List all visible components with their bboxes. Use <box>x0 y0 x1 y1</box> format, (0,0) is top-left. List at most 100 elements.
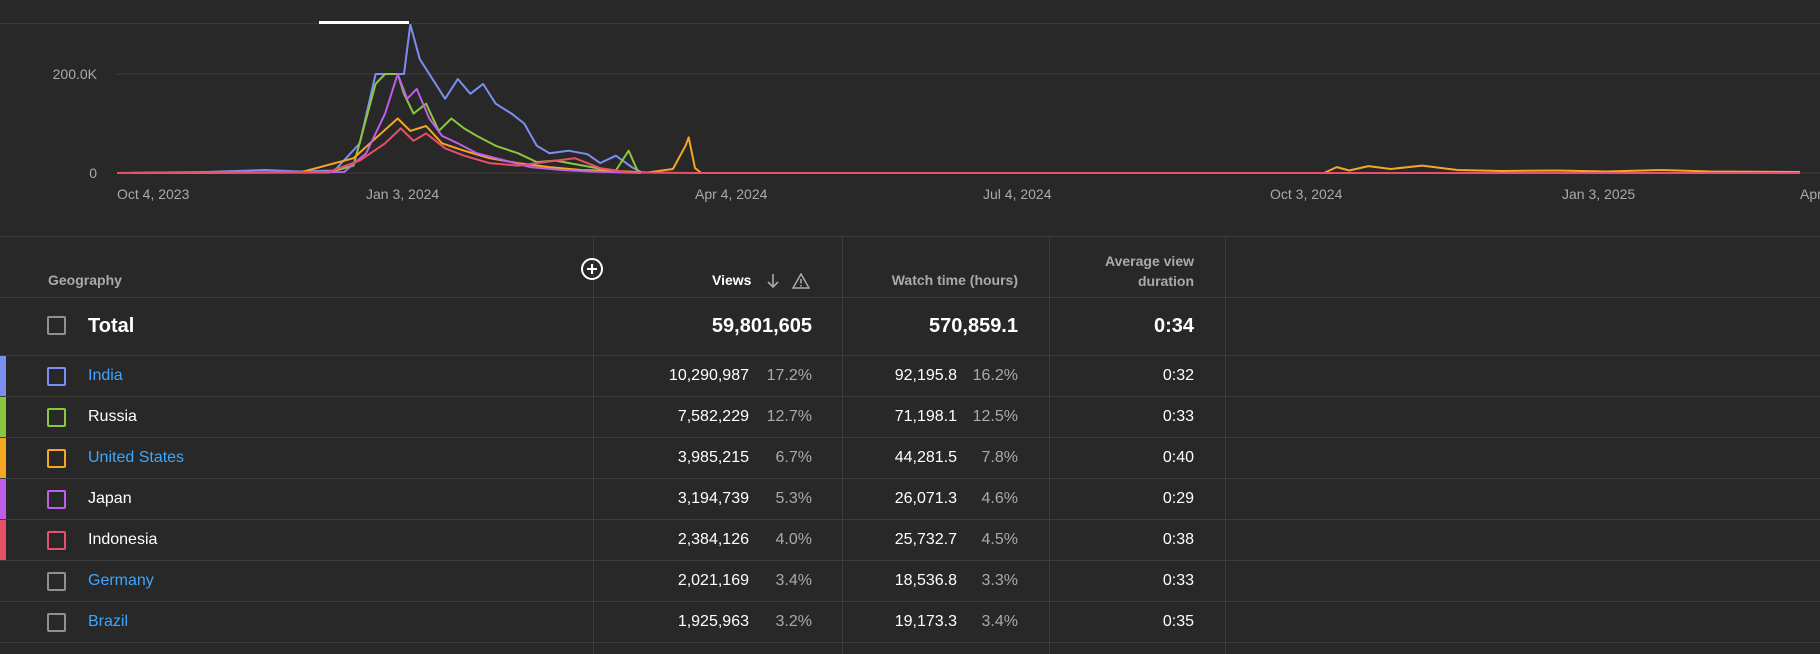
watch-time-percent: 3.3% <box>981 572 1018 589</box>
watch-time-percent: 4.6% <box>981 490 1018 507</box>
views-value: 3,985,215 <box>677 449 749 466</box>
avg-duration-value: 0:35 <box>1162 613 1194 630</box>
country-label: Japan <box>88 490 132 507</box>
header-avg-line2: duration <box>1138 273 1194 289</box>
total-watch-time: 570,859.1 <box>929 315 1018 337</box>
watch-time-value: 26,071.3 <box>894 490 957 507</box>
views-percent: 5.3% <box>775 490 812 507</box>
avg-duration-value: 0:29 <box>1162 490 1194 507</box>
table-row[interactable]: India 10,290,987 17.2% 92,195.8 16.2% 0:32 <box>0 356 1820 397</box>
x-tick-label: Jan 3, 2024 <box>366 186 439 202</box>
add-column-button[interactable] <box>581 258 603 280</box>
series-color-stripe <box>0 356 6 397</box>
row-divider <box>0 355 1820 356</box>
views-percent: 4.0% <box>775 531 812 548</box>
active-tab-underline <box>319 21 409 24</box>
x-tick-label: Jul 4, 2024 <box>983 186 1052 202</box>
watch-time-value: 44,281.5 <box>894 449 957 466</box>
y-tick-label: 200.0K <box>53 66 98 82</box>
series-color-stripe <box>0 520 6 561</box>
total-checkbox[interactable] <box>47 316 66 335</box>
x-tick-label: Apr 4, 2 <box>1800 186 1820 202</box>
row-divider <box>0 519 1820 520</box>
views-percent: 6.7% <box>775 449 812 466</box>
views-value: 10,290,987 <box>668 367 749 384</box>
row-checkbox[interactable] <box>47 572 66 591</box>
warning-triangle-icon[interactable] <box>792 273 810 289</box>
header-avg-line1: Average view <box>1105 253 1194 269</box>
series-line-india <box>117 24 642 174</box>
avg-duration-value: 0:40 <box>1162 449 1194 466</box>
row-checkbox[interactable] <box>47 367 66 386</box>
total-row: Total 59,801,605 570,859.1 0:34 <box>0 298 1820 339</box>
row-divider <box>0 437 1820 438</box>
views-percent: 17.2% <box>766 367 812 384</box>
x-tick-label: Apr 4, 2024 <box>695 186 768 202</box>
x-tick-label: Jan 3, 2025 <box>1562 186 1635 202</box>
tab-geography[interactable] <box>319 0 409 24</box>
total-label: Total <box>88 315 135 337</box>
views-value: 7,582,229 <box>677 408 749 425</box>
avg-duration-value: 0:38 <box>1162 531 1194 548</box>
series-line-russia <box>117 73 640 174</box>
watch-time-value: 19,173.3 <box>894 613 957 630</box>
table-row[interactable]: Indonesia 2,384,126 4.0% 25,732.7 4.5% 0:38 <box>0 520 1820 561</box>
row-checkbox[interactable] <box>47 531 66 550</box>
watch-time-value: 25,732.7 <box>894 531 957 548</box>
series-line-united-states <box>117 117 1801 174</box>
views-value: 3,194,739 <box>677 490 749 507</box>
watch-time-percent: 4.5% <box>981 531 1018 548</box>
views-percent: 3.2% <box>775 613 812 630</box>
country-link[interactable]: Germany <box>88 572 154 589</box>
line-chart: 200.0K 0 Oct 4, 2023 Jan 3, 2024 Apr 4, 2024… <box>0 0 1820 236</box>
views-value: 2,384,126 <box>677 531 749 548</box>
watch-time-percent: 16.2% <box>972 367 1018 384</box>
header-views[interactable]: Views <box>712 272 752 288</box>
avg-duration-value: 0:32 <box>1162 367 1194 384</box>
row-divider <box>0 642 1820 643</box>
tab-strip-divider <box>0 23 1820 24</box>
watch-time-value: 18,536.8 <box>894 572 957 589</box>
x-tick-label: Oct 3, 2024 <box>1270 186 1343 202</box>
table-top-border <box>0 236 1820 237</box>
avg-duration-value: 0:33 <box>1162 572 1194 589</box>
avg-duration-value: 0:33 <box>1162 408 1194 425</box>
geography-table: Geography Views Watch time (hours) Avera… <box>0 236 1820 654</box>
row-checkbox[interactable] <box>47 613 66 632</box>
series-color-stripe <box>0 438 6 479</box>
table-row[interactable]: United States 3,985,215 6.7% 44,281.5 7.8% 0:… <box>0 438 1820 479</box>
row-checkbox[interactable] <box>47 408 66 427</box>
table-row[interactable]: Russia 7,582,229 12.7% 71,198.1 12.5% 0:33 <box>0 397 1820 438</box>
row-divider <box>0 560 1820 561</box>
watch-time-percent: 3.4% <box>981 613 1018 630</box>
header-bottom-border <box>0 297 1820 298</box>
table-row[interactable]: Japan 3,194,739 5.3% 26,071.3 4.6% 0:29 <box>0 479 1820 520</box>
watch-time-value: 92,195.8 <box>894 367 957 384</box>
country-link[interactable]: United States <box>88 449 185 466</box>
views-value: 1,925,963 <box>677 613 749 630</box>
country-label: Indonesia <box>88 531 158 548</box>
views-value: 2,021,169 <box>677 572 749 589</box>
series-line-japan <box>117 73 642 174</box>
row-divider <box>0 396 1820 397</box>
column-divider <box>842 236 843 654</box>
arrow-down-icon[interactable] <box>766 273 780 289</box>
column-divider <box>1225 236 1226 654</box>
series-color-stripe <box>0 479 6 520</box>
country-link[interactable]: India <box>88 367 123 384</box>
views-percent: 12.7% <box>766 408 812 425</box>
country-link[interactable]: Brazil <box>88 613 129 630</box>
column-divider <box>593 236 594 654</box>
header-average-view-duration[interactable]: Average view duration <box>1060 251 1194 291</box>
row-checkbox[interactable] <box>47 490 66 509</box>
watch-time-percent: 7.8% <box>981 449 1018 466</box>
header-geography[interactable]: Geography <box>48 272 122 288</box>
views-percent: 3.4% <box>775 572 812 589</box>
header-watch-time[interactable]: Watch time (hours) <box>891 272 1018 288</box>
total-avg-duration: 0:34 <box>1153 315 1194 337</box>
column-divider <box>1049 236 1050 654</box>
watch-time-value: 71,198.1 <box>894 408 957 425</box>
row-checkbox[interactable] <box>47 449 66 468</box>
table-row[interactable]: Brazil 1,925,963 3.2% 19,173.3 3.4% 0:35 <box>0 602 1820 643</box>
table-row[interactable]: Germany 2,021,169 3.4% 18,536.8 3.3% 0:33 <box>0 561 1820 602</box>
